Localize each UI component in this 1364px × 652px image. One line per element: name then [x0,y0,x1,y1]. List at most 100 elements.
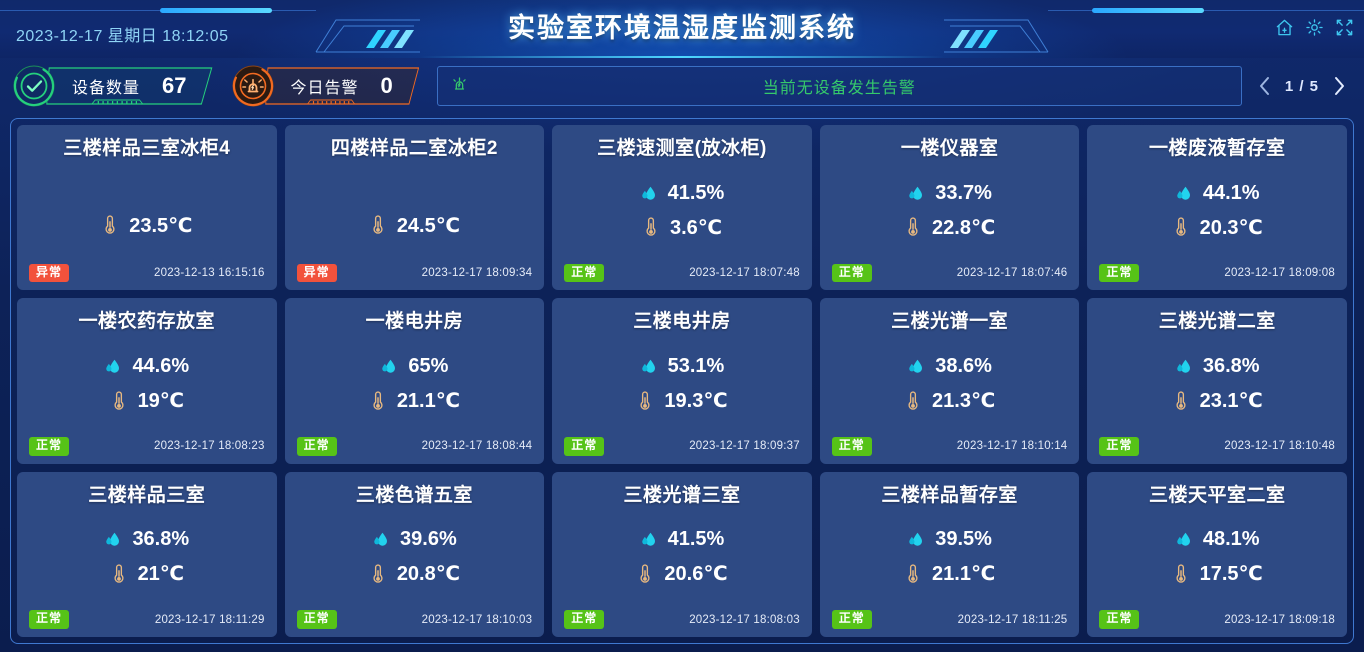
humidity-metric: 44.6% [29,355,265,378]
device-card-footer: 正常 2023-12-17 18:08:03 [564,610,800,629]
device-card-title: 三楼光谱二室 [1158,311,1276,333]
stat-today-alarms-label: 今日告警 [290,80,359,97]
device-card-metrics: 39.5% 21.1℃ [832,507,1068,611]
humidity-metric: 65% [297,355,533,378]
humidity-drop-icon [380,357,398,376]
chevron-right-icon[interactable] [1333,76,1346,96]
alarm-light-icon [450,74,469,98]
device-card[interactable]: 一楼电井房 65% 21.1℃ 正常 2023-12-17 18:08:44 [284,298,545,464]
device-card[interactable]: 三楼电井房 53.1% 19.3℃ 正常 2023-12-17 18:09:37 [552,298,812,464]
device-card[interactable]: 三楼光谱一室 38.6% 21.3℃ 正常 2023-12-17 18:10:14 [819,298,1080,464]
device-card[interactable]: 三楼色谱五室 39.6% 20.8℃ 正常 2023-12-17 18:10:03 [284,471,545,637]
device-card[interactable]: 一楼农药存放室 44.6% 19℃ 正常 2023-12-17 18:08:23 [17,298,277,464]
home-icon[interactable] [1275,18,1294,37]
header-icon-group [1275,18,1354,37]
temperature-value: 21.1℃ [396,390,460,413]
humidity-drop-icon [907,357,925,376]
device-card[interactable]: 三楼光谱三室 41.5% 20.6℃ 正常 2023-12-17 18:08:03 [552,471,812,637]
temperature-value: 20.6℃ [664,563,728,586]
device-timestamp: 2023-12-17 18:08:03 [689,613,800,626]
humidity-value: 33.7% [935,181,992,204]
thermometer-icon [904,217,922,237]
device-card[interactable]: 一楼废液暂存室 44.1% 20.3℃ 正常 2023-12-17 18:09:08 [1087,125,1347,291]
device-card-title: 三楼色谱五室 [355,484,473,506]
device-card[interactable]: 一楼仪器室 33.7% 22.8℃ 正常 2023-12-17 18:07:46 [819,125,1080,291]
device-timestamp: 2023-12-17 18:11:29 [154,613,265,626]
temperature-value: 23.5℃ [129,214,193,237]
device-card[interactable]: 四楼样品二室冰柜2 24.5℃ 异常 2023-12-17 18:09:34 [284,125,545,291]
device-card-title: 三楼光谱一室 [891,311,1009,333]
device-card[interactable]: 三楼速测室(放冰柜) 41.5% 3.6℃ 正常 2023-12-17 18:07:48 [552,125,812,291]
status-badge: 正常 [296,610,337,629]
device-card-footer: 异常 2023-12-13 16:15:16 [29,263,265,283]
device-card-metrics: 48.1% 17.5℃ [1099,507,1335,611]
humidity-drop-icon [640,530,658,549]
humidity-value: 39.6% [400,528,457,551]
temperature-value: 23.1℃ [1199,390,1263,413]
humidity-drop-icon [640,357,658,376]
device-card-metrics: 36.8% 21℃ [29,507,265,611]
status-badge: 正常 [29,436,70,456]
device-card-footer: 正常 2023-12-17 18:08:23 [29,436,265,456]
device-card-title: 一楼电井房 [365,311,464,333]
device-card[interactable]: 三楼天平室二室 48.1% 17.5℃ 正常 2023-12-17 18:09:18 [1087,471,1347,637]
device-card-title: 一楼废液暂存室 [1148,138,1286,159]
device-card[interactable]: 三楼样品三室 36.8% 21℃ 正常 2023-12-17 18:11:29 [17,471,277,637]
temperature-value: 20.3℃ [1199,216,1263,239]
humidity-metric: 39.6% [297,528,533,551]
temperature-metric: 22.8℃ [832,215,1068,240]
pagination: 1 / 5 [1258,76,1346,96]
device-card-footer: 异常 2023-12-17 18:09:34 [296,263,533,283]
humidity-metric: 36.8% [29,528,265,551]
device-card-footer: 正常 2023-12-17 18:10:03 [296,610,533,629]
device-card-metrics: 41.5% 3.6℃ [564,160,800,264]
thermometer-icon [642,217,660,237]
humidity-drop-icon [640,184,658,203]
status-badge: 正常 [296,436,337,456]
device-card-title: 三楼样品三室 [88,484,206,506]
device-card-title: 三楼光谱三室 [623,484,741,506]
header-chevron-decoration-left [314,10,422,54]
device-card-metrics: 24.5℃ [297,160,533,264]
humidity-metric: 44.1% [1099,182,1335,205]
device-timestamp: 2023-12-17 18:11:25 [957,613,1068,626]
humidity-metric: 41.5% [564,182,800,205]
device-card-metrics: 44.1% 20.3℃ [1099,160,1335,264]
device-timestamp: 2023-12-13 16:15:16 [154,266,265,279]
temperature-metric: 20.8℃ [297,561,533,586]
humidity-metric: 48.1% [1099,528,1335,551]
status-badge: 正常 [564,263,605,283]
humidity-value: 39.5% [935,528,992,551]
device-card[interactable]: 三楼光谱二室 36.8% 23.1℃ 正常 2023-12-17 18:10:48 [1087,298,1347,464]
stat-today-alarms-value: 0 [380,73,393,98]
stat-device-count-label: 设备数量 [72,80,141,97]
device-card-metrics: 38.6% 21.3℃ [832,333,1068,437]
temperature-value: 20.8℃ [396,563,460,586]
device-card[interactable]: 三楼样品暂存室 39.5% 21.1℃ 正常 2023-12-17 18:11:25 [819,471,1080,637]
header-rule-left [0,10,316,11]
header-accent-bar-right [1092,8,1204,13]
temperature-metric: 17.5℃ [1099,561,1335,586]
temperature-metric: 19.3℃ [564,388,800,413]
chevron-left-icon[interactable] [1258,76,1271,96]
check-circle-icon [12,64,56,108]
app-header: 2023-12-17 星期日 18:12:05 实验室环境温湿度监测系统 [0,0,1364,58]
temperature-metric: 21.1℃ [832,561,1068,586]
device-card-footer: 正常 2023-12-17 18:09:18 [1099,610,1335,629]
device-card-metrics: 33.7% 22.8℃ [832,160,1068,264]
status-badge: 正常 [1099,263,1140,283]
device-timestamp: 2023-12-17 18:10:48 [1224,440,1335,453]
gear-icon[interactable] [1305,18,1324,37]
status-badge: 异常 [296,263,337,283]
thermometer-icon [904,564,922,584]
temperature-value: 24.5℃ [396,214,460,237]
header-accent-bar-left [160,8,272,13]
device-card-footer: 正常 2023-12-17 18:11:25 [831,610,1068,629]
device-timestamp: 2023-12-17 18:09:34 [421,266,533,279]
device-card[interactable]: 三楼样品三室冰柜4 23.5℃ 异常 2023-12-13 16:15:16 [17,125,277,291]
fullscreen-icon[interactable] [1335,18,1354,37]
thermometer-icon [636,391,654,411]
thermometer-icon [1172,391,1190,411]
device-card-metrics: 23.5℃ [29,160,265,264]
status-badge: 异常 [29,263,70,283]
